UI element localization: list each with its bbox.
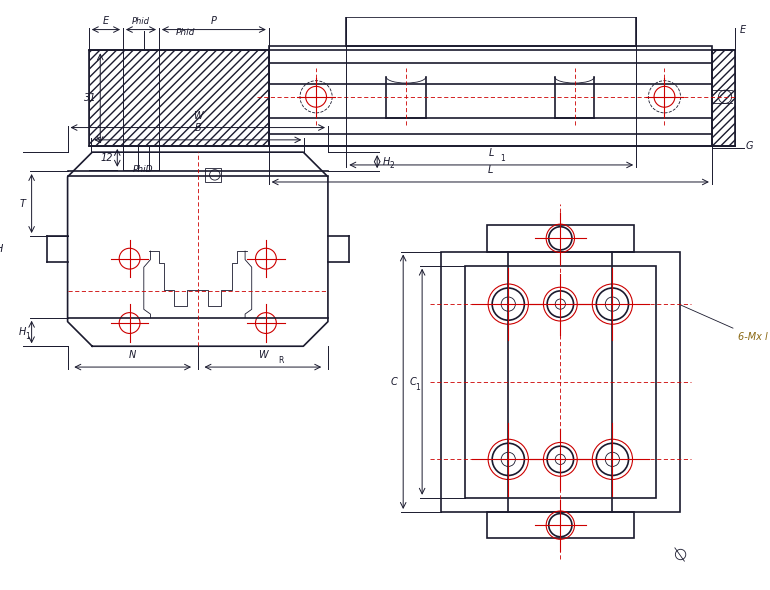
Text: H: H (0, 244, 3, 254)
Text: H: H (18, 327, 26, 337)
Text: R: R (278, 356, 283, 365)
Text: 1: 1 (500, 154, 505, 163)
Text: E: E (739, 25, 745, 35)
Bar (711, 50, 735, 146)
Text: C: C (390, 377, 397, 386)
Text: P: P (211, 16, 217, 26)
Bar (89, 50, 269, 146)
Text: Phid: Phid (176, 28, 195, 37)
Bar (89, 50, 269, 146)
Bar (206, 168, 222, 182)
Text: Phid: Phid (132, 17, 150, 26)
Text: 31: 31 (84, 93, 96, 103)
Bar (269, 45, 711, 146)
Text: PhiD: PhiD (132, 165, 153, 175)
Text: G: G (746, 141, 753, 151)
Text: 2: 2 (390, 161, 394, 170)
Text: E: E (103, 16, 109, 26)
Bar (441, 251, 680, 512)
Text: W: W (258, 350, 268, 360)
Text: W: W (193, 111, 203, 121)
Text: 12: 12 (101, 153, 113, 163)
Text: T: T (20, 198, 26, 208)
Bar (123, 146, 159, 170)
Text: L: L (487, 165, 493, 175)
Text: 6-Mx l: 6-Mx l (681, 305, 768, 342)
Text: B: B (194, 123, 201, 133)
Text: L: L (488, 148, 494, 158)
Bar (487, 512, 634, 539)
Bar (465, 266, 656, 498)
Bar (346, 17, 636, 45)
Bar (487, 225, 634, 251)
Text: 1: 1 (416, 383, 420, 392)
Bar (711, 50, 735, 146)
Text: 1: 1 (25, 332, 30, 341)
Text: N: N (129, 350, 136, 360)
Text: H: H (383, 156, 390, 166)
Text: C: C (410, 377, 417, 386)
